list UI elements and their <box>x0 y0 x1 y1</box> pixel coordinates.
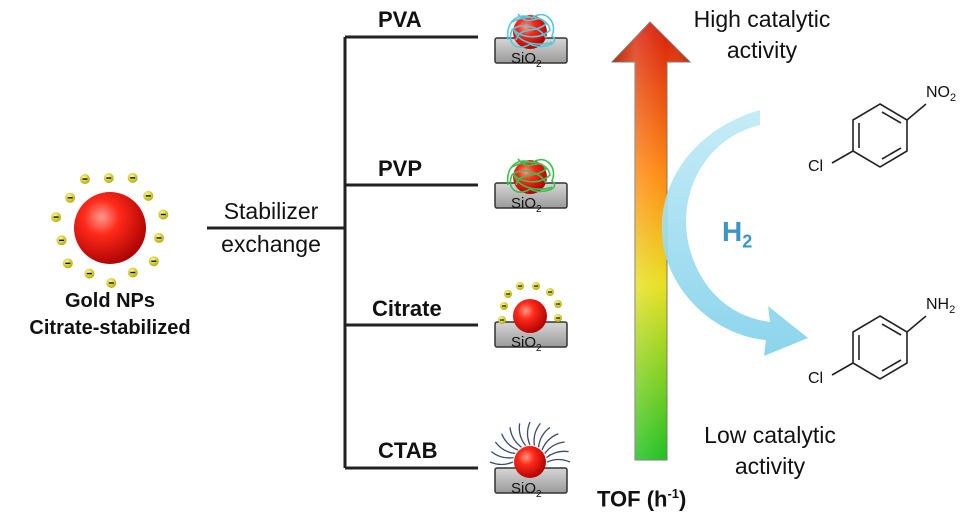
gold-np-ctab <box>514 446 546 478</box>
catalyst-ctab <box>489 421 571 478</box>
citrate-ligand <box>106 277 117 288</box>
ctab-chain <box>544 441 565 454</box>
citrate-ligand <box>79 174 90 185</box>
citrate-ligand <box>532 282 540 290</box>
gold-np-core <box>74 192 146 264</box>
citrate-ligand <box>498 316 506 324</box>
stabilizer-exchange-label: Stabilizer exchange <box>198 196 344 260</box>
product-nh2-label: NH2 <box>926 296 956 317</box>
citrate-ligand <box>500 302 508 310</box>
citrate-gold-np-large <box>51 172 169 288</box>
citrate-ligand <box>127 267 138 278</box>
gold-np-citrate <box>513 299 547 333</box>
sio2-label-citrate: SiO2 <box>511 334 542 354</box>
citrate-ligand <box>103 173 114 184</box>
gold-np-pvp <box>513 160 547 194</box>
high-activity-line1: High catalytic <box>693 6 831 32</box>
ctab-chain <box>533 422 541 446</box>
citrate-ligand <box>56 235 67 246</box>
ctab-chain <box>518 423 527 446</box>
gold-np-pva <box>513 15 547 49</box>
gold-np-caption: Gold NPs Citrate-stabilized <box>0 288 220 342</box>
reactant-structure <box>831 103 927 168</box>
ctab-chain <box>541 433 559 451</box>
sio2-supports <box>494 37 568 494</box>
pvp-polymer-coil <box>506 158 556 193</box>
citrate-ligand <box>143 190 154 201</box>
reactant-cl-bond <box>831 150 854 164</box>
product-benzene-ring <box>852 315 908 380</box>
tof-axis-label: TOF (h-1) <box>597 486 687 512</box>
low-activity-label: Low catalytic activity <box>680 420 860 482</box>
label-pvp: PVP <box>378 156 423 181</box>
citrate-ligand <box>504 290 512 298</box>
sio2-label-ctab: SiO2 <box>511 480 542 500</box>
citrate-ligand <box>154 232 165 243</box>
pva-polymer-coil <box>506 13 556 48</box>
low-activity-line2: activity <box>734 453 806 479</box>
citrate-ligand <box>51 212 62 223</box>
label-pva: PVA <box>378 7 422 32</box>
high-activity-line2: activity <box>726 37 798 63</box>
citrate-ligand <box>65 192 76 203</box>
low-activity-line1: Low catalytic <box>704 422 836 448</box>
exchange-tree <box>207 35 478 470</box>
stabilizer-exchange-line1: Stabilizer <box>223 198 319 224</box>
ctab-chain <box>546 450 569 459</box>
ctab-chain <box>501 433 519 451</box>
gold-np-caption-line2: Citrate-stabilized <box>29 317 191 339</box>
catalyst-pva <box>506 13 556 49</box>
citrate-ligand <box>516 282 524 290</box>
citrate-ligand <box>127 172 138 183</box>
citrate-ligand <box>554 300 562 308</box>
stabilizer-exchange-line2: exchange <box>221 231 321 257</box>
tof-arrow <box>610 21 692 461</box>
ctab-chain <box>489 461 514 466</box>
reactant-no2-label: NO2 <box>926 84 957 105</box>
reactant-benzene-ring <box>852 103 908 168</box>
citrate-ligand <box>158 209 169 220</box>
product-cl-label: Cl <box>808 370 824 387</box>
citrate-ligand <box>148 256 159 267</box>
ctab-chain <box>546 458 571 463</box>
product-cl-bond <box>831 362 854 376</box>
catalyst-pvp <box>506 158 556 194</box>
reactant-no2-bond <box>906 103 927 121</box>
citrate-ligand <box>62 258 73 269</box>
high-activity-label: High catalytic activity <box>672 4 852 66</box>
gold-np-caption-line1: Gold NPs <box>64 290 155 312</box>
product-nh2-bond <box>906 315 927 333</box>
label-ctab: CTAB <box>378 438 438 463</box>
ctab-chain <box>490 451 514 459</box>
catalyst-citrate <box>498 282 562 333</box>
h2-reagent-label: H2 <box>722 216 753 252</box>
citrate-ligand <box>84 268 95 279</box>
reactant-cl-label: Cl <box>808 158 824 175</box>
ctab-chain <box>537 426 551 448</box>
h2-reaction-arrow <box>661 110 808 356</box>
sio2-label-pvp: SiO2 <box>511 195 542 215</box>
product-structure <box>831 315 927 380</box>
citrate-ligand <box>546 288 554 296</box>
ctab-chain <box>526 421 531 446</box>
sio2-label-pva: SiO2 <box>511 50 542 70</box>
ctab-chain <box>509 427 522 448</box>
label-citrate: Citrate <box>372 296 442 321</box>
citrate-ligand <box>554 314 562 322</box>
ctab-chain <box>494 441 516 455</box>
